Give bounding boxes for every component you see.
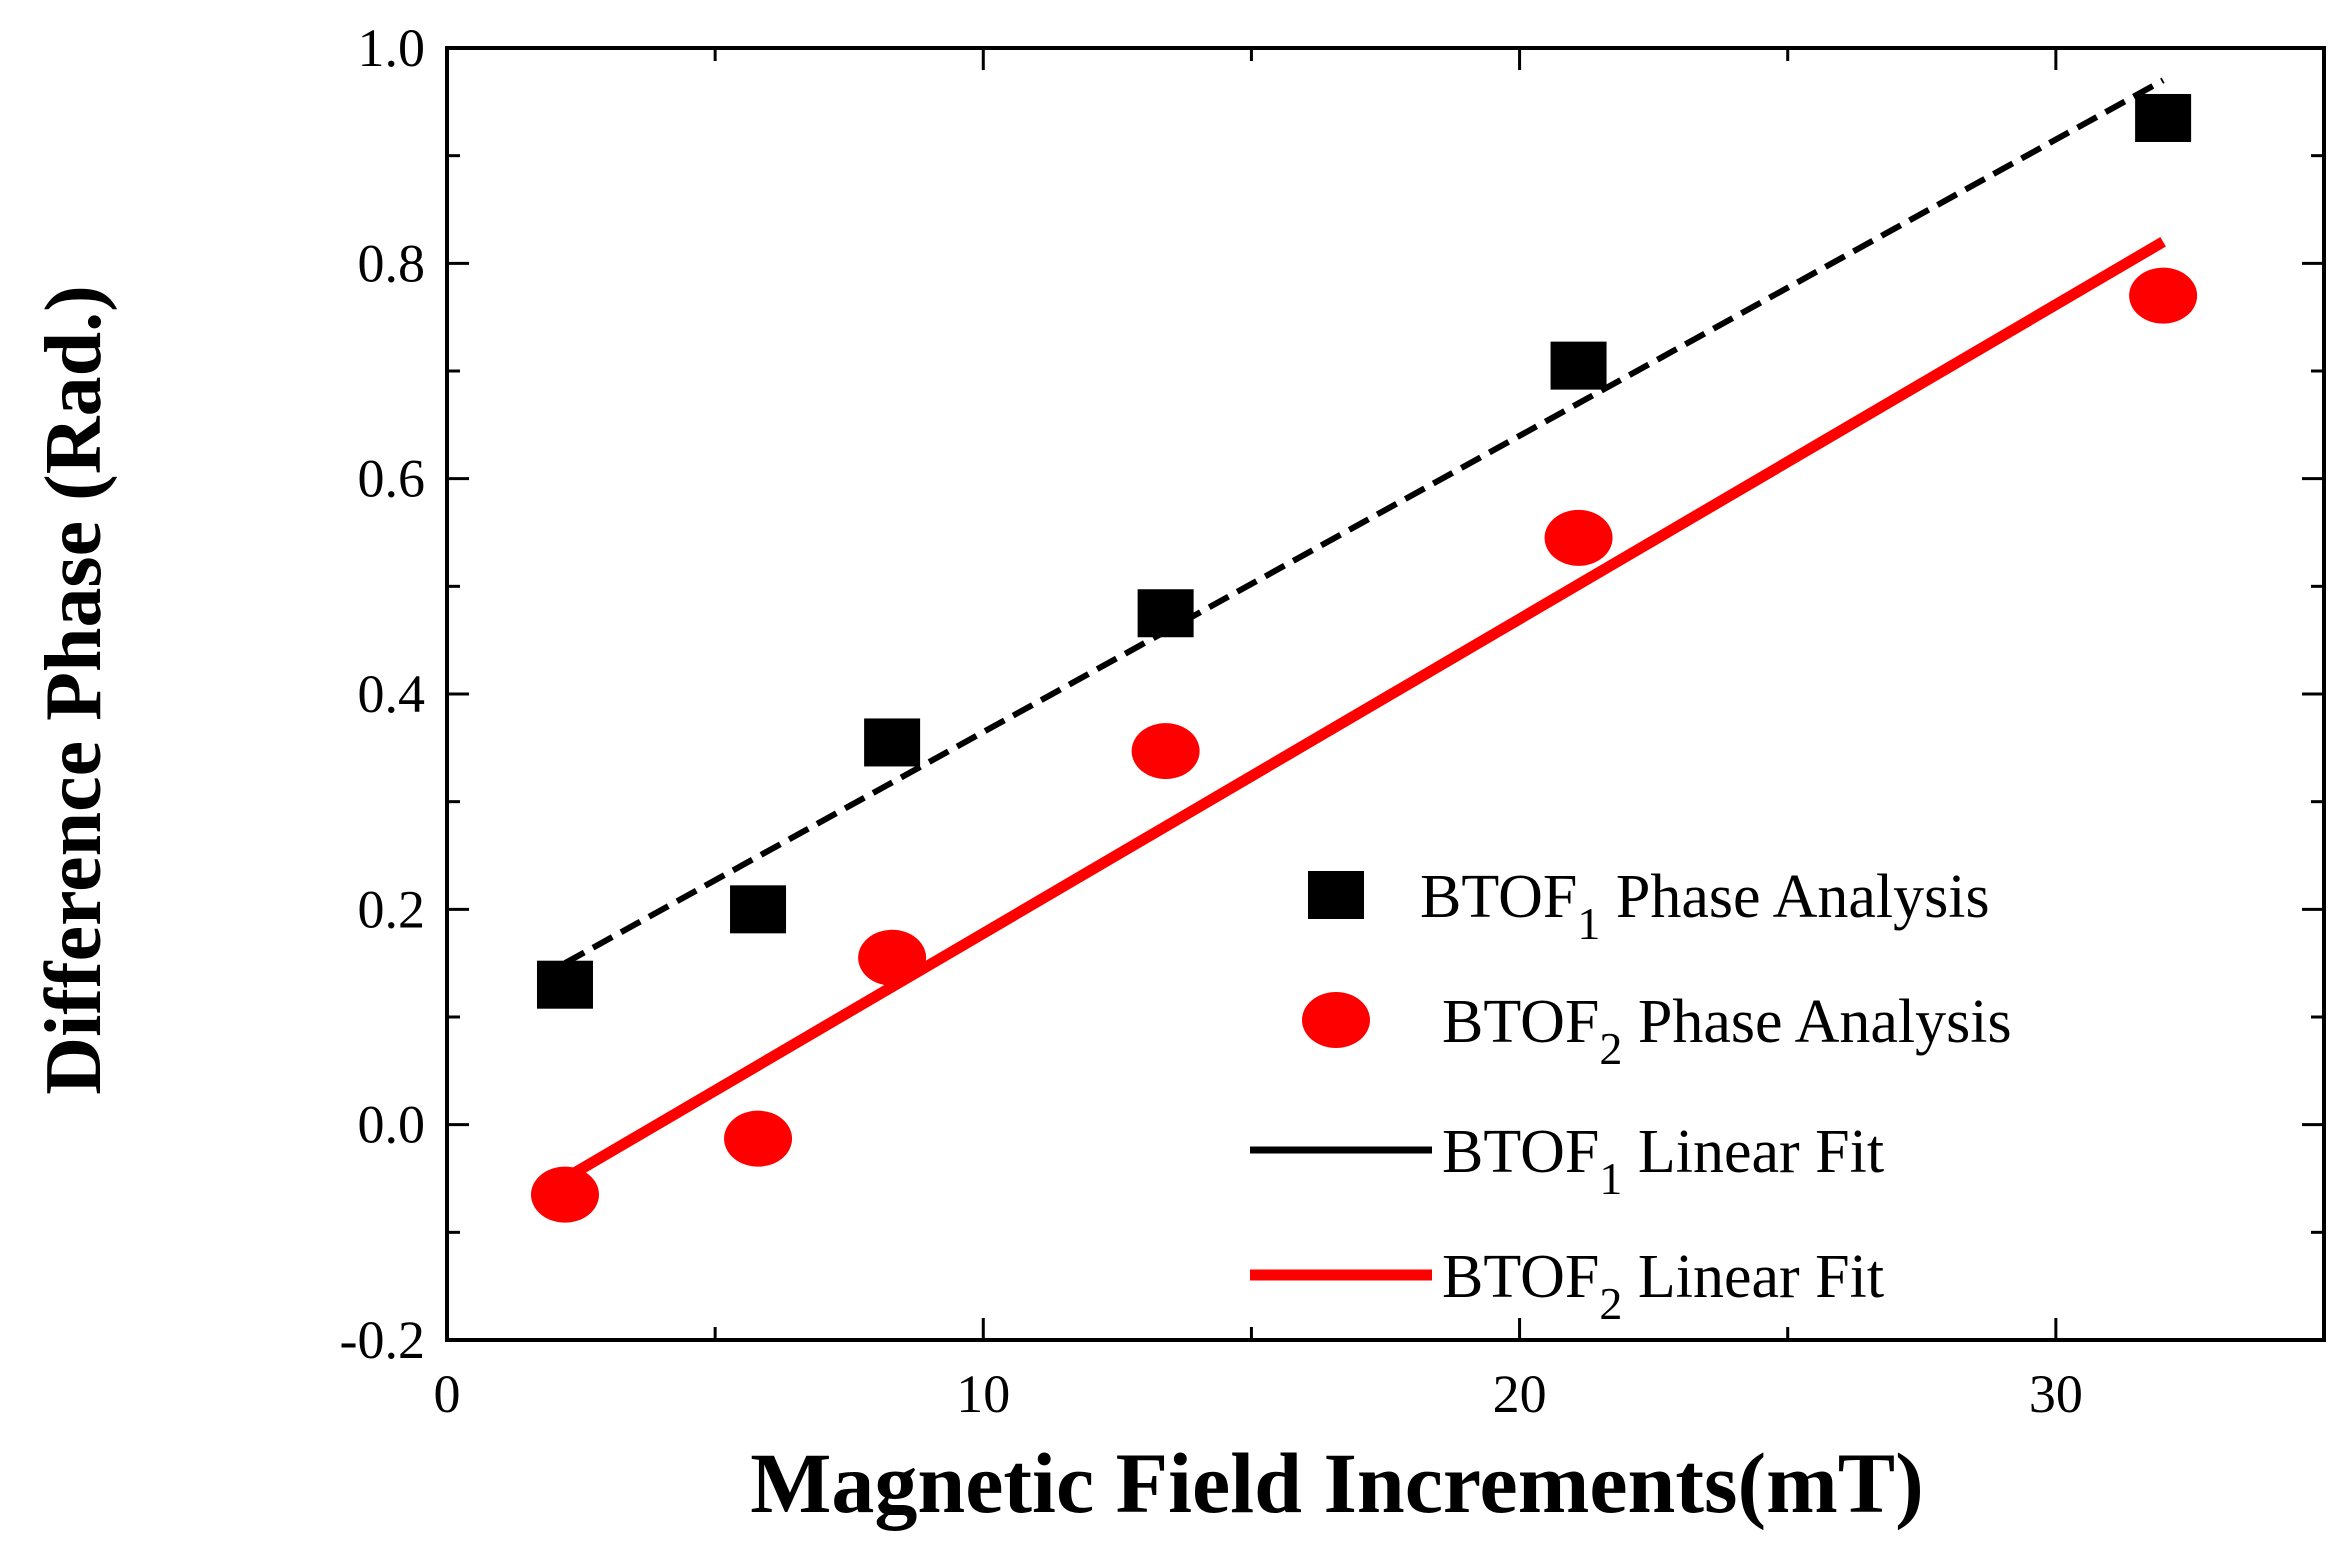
y-tick-label: 0.2 (358, 879, 426, 939)
legend-label: BTOF1 Linear Fit (1442, 1118, 1884, 1204)
legend-label-rest: Phase Analysis (1622, 988, 2011, 1056)
legend-label-subscript: 2 (1599, 1278, 1622, 1329)
x-tick-label: 10 (956, 1364, 1010, 1424)
legend-label-main: BTOF (1442, 1243, 1599, 1311)
x-tick-label: 30 (2029, 1364, 2083, 1424)
btof1-point (864, 718, 921, 767)
legend-label-rest: Linear Fit (1622, 1243, 1884, 1311)
btof1-point (1550, 341, 1607, 390)
legend-label-rest: Linear Fit (1622, 1118, 1884, 1186)
legend-label: BTOF2 Phase Analysis (1442, 988, 2012, 1074)
legend-label: BTOF1 Phase Analysis (1420, 863, 1990, 949)
y-tick-label: -0.2 (340, 1310, 425, 1370)
axes-group: -0.2 0.0 0.2 0.4 0.6 0.8 1.0 0 10 20 30 (340, 18, 2326, 1424)
btof1-point (1137, 589, 1194, 638)
btof1-fit-line (563, 77, 2165, 966)
legend-label-main: BTOF (1442, 988, 1599, 1056)
btof2-point (1544, 509, 1613, 566)
btof2-point (530, 1166, 599, 1223)
y-tick-label: 1.0 (358, 18, 426, 78)
btof1-point (730, 885, 787, 934)
data-group (530, 77, 2198, 1223)
legend-marker-square (1308, 871, 1364, 919)
btof2-fit-line (562, 237, 2166, 1184)
legend-label-rest: Phase Analysis (1600, 863, 1989, 931)
y-tick-label: 0.4 (358, 664, 426, 724)
x-tick-label: 0 (434, 1364, 461, 1424)
btof2-point (2129, 267, 2198, 324)
y-tick-label: 0.6 (358, 449, 426, 509)
btof2-point (1131, 723, 1200, 780)
legend-label-main: BTOF (1442, 1118, 1599, 1186)
legend-label-subscript: 1 (1599, 1153, 1622, 1204)
legend-marker-circle (1302, 992, 1370, 1048)
btof2-point (724, 1110, 793, 1167)
legend-label-subscript: 2 (1599, 1023, 1622, 1074)
y-tick-label: 0.8 (358, 233, 426, 293)
legend-label: BTOF2 Linear Fit (1442, 1243, 1884, 1329)
btof1-point (2135, 93, 2192, 142)
y-axis-title: Difference Phase (Rad.) (30, 285, 118, 1094)
x-axis-title: Magnetic Field Increments(mT) (750, 1435, 1923, 1531)
legend-label-main: BTOF (1420, 863, 1577, 931)
y-tick-label: 0.0 (358, 1095, 426, 1155)
btof2-point (858, 929, 927, 986)
x-tick-label: 20 (1493, 1364, 1547, 1424)
legend-label-subscript: 1 (1577, 898, 1600, 949)
btof1-point (536, 960, 593, 1009)
